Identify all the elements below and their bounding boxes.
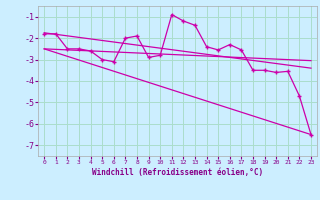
X-axis label: Windchill (Refroidissement éolien,°C): Windchill (Refroidissement éolien,°C) [92,168,263,177]
